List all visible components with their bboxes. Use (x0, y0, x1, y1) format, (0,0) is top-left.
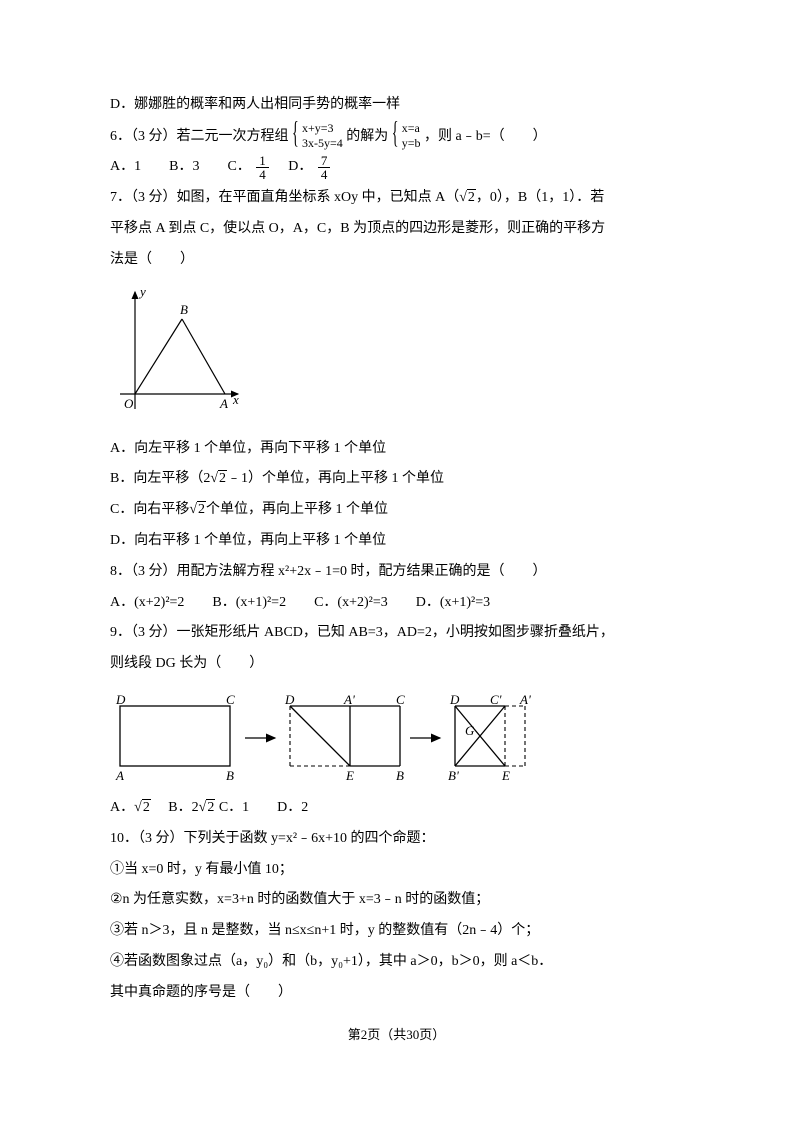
q9-options: A．√2 B．2√2 C．1 D．2 (110, 793, 683, 824)
label-e2: E (345, 768, 354, 783)
q9-stem-line1: 9．（3 分）一张矩形纸片 ABCD，已知 AB=3，AD=2，小明按如图步骤折… (110, 618, 683, 649)
sqrt-icon: √2 (189, 501, 206, 517)
q6-opt-d-pre: D． (274, 159, 312, 174)
page-footer: 第2页（共30页） (110, 1009, 683, 1050)
q10-p4: ④若函数图象过点（a，y₀）和（b，y₀+1），其中 a＞0，b＞0，则 a＜b… (110, 947, 683, 978)
q7-stem-line2: 平移点 A 到点 C，使以点 O，A，C，B 为顶点的四边形是菱形，则正确的平移… (110, 214, 683, 245)
q7-option-c: C．向右平移√2个单位，再向上平移 1 个单位 (110, 495, 683, 526)
sqrt-val: 2 (218, 470, 227, 486)
q7-option-b: B．向左平移（2√2﹣1）个单位，再向上平移 1 个单位 (110, 464, 683, 495)
q6-stem: 6．（3 分）若二元一次方程组 x+y=3 3x-5y=4 的解为 x=a y=… (110, 121, 683, 153)
q9-figure: D C A B D A' C E B (110, 688, 683, 783)
label-o: O (124, 396, 134, 411)
label-b2: B (396, 768, 404, 783)
label-b1: B (226, 768, 234, 783)
q7-b-2: ﹣1）个单位，再向上平移 1 个单位 (227, 471, 444, 486)
r2-diag (290, 706, 350, 766)
q6-sys2-eq2: y=b (402, 136, 421, 152)
q10-p5: 其中真命题的序号是（ ） (110, 978, 683, 1009)
q6-options: A．1 B．3 C． 1 4 D． 7 4 (110, 152, 683, 183)
q8-options: A．(x+2)²=2 B．(x+1)²=2 C．(x+2)²=3 D．(x+1)… (110, 588, 683, 619)
label-d1: D (115, 692, 126, 707)
q7-b-1: B．向左平移（2 (110, 471, 210, 486)
sqrt-val: 2 (467, 189, 476, 205)
frac-den: 4 (256, 168, 269, 181)
q9-opt-b-pre: B． (154, 800, 191, 815)
q9-figure-svg: D C A B D A' C E B (110, 688, 540, 783)
sqrt-val: 2 (142, 799, 151, 815)
q10-p1: ①当 x=0 时，y 有最小值 10； (110, 855, 683, 886)
sqrt-val: 2 (206, 799, 215, 815)
sqrt-icon: √2 (199, 799, 216, 815)
label-cp: C' (490, 692, 502, 707)
q6-sys1-eq2: 3x-5y=4 (302, 136, 343, 152)
sqrt-icon: √2 (210, 470, 227, 486)
q6-system-2: x=a y=b (392, 121, 421, 152)
label-ap3: A' (519, 692, 531, 707)
q6-text-2: 的解为 (346, 129, 388, 144)
sqrt-val: 2 (197, 501, 206, 517)
q7-text-1: 7．（3 分）如图，在平面直角坐标系 xOy 中，已知点 A（ (110, 190, 459, 205)
frac-den: 4 (318, 168, 331, 181)
q7-option-a: A．向左平移 1 个单位，再向下平移 1 个单位 (110, 434, 683, 465)
q7-stem-line1: 7．（3 分）如图，在平面直角坐标系 xOy 中，已知点 A（√2，0），B（1… (110, 183, 683, 214)
label-bp: B' (448, 768, 459, 783)
label-ap: A' (343, 692, 355, 707)
label-g: G (465, 723, 475, 738)
q10-stem: 10．（3 分）下列关于函数 y=x²﹣6x+10 的四个命题： (110, 824, 683, 855)
label-a: A (219, 396, 228, 411)
q6-sys2-eq1: x=a (402, 121, 421, 137)
label-e3: E (501, 768, 510, 783)
label-d3: D (449, 692, 460, 707)
q7-stem-line3: 法是（ ） (110, 245, 683, 276)
q6-text-3: ，则 a﹣b=（ ） (424, 129, 547, 144)
label-c1: C (226, 692, 235, 707)
q6-system-1: x+y=3 3x-5y=4 (292, 121, 343, 152)
q10-p3: ③若 n＞3，且 n 是整数，当 n≤x≤n+1 时，y 的整数值有（2n﹣4）… (110, 916, 683, 947)
frac-num: 7 (318, 154, 331, 168)
q7-c-2: 个单位，再向上平移 1 个单位 (206, 502, 388, 517)
rect-1 (120, 706, 230, 766)
sqrt-icon: √2 (459, 189, 476, 205)
q6-opt-d-frac: 7 4 (318, 154, 331, 181)
q6-opt-ab: A．1 B．3 C． (110, 159, 251, 174)
label-y: y (138, 284, 146, 299)
q7-option-d: D．向右平移 1 个单位，再向上平移 1 个单位 (110, 526, 683, 557)
q9-opt-b-coef: 2 (192, 800, 199, 815)
q9-opt-cd: C．1 D．2 (219, 800, 308, 815)
q6-sys1-eq1: x+y=3 (302, 121, 343, 137)
exam-page: D．娜娜胜的概率和两人出相同手势的概率一样 6．（3 分）若二元一次方程组 x+… (0, 0, 793, 1089)
frac-num: 1 (256, 154, 269, 168)
label-d2: D (284, 692, 295, 707)
sqrt-icon: √2 (134, 799, 151, 815)
q7-graph: O A x y B (110, 284, 683, 424)
q7-c-1: C．向右平移 (110, 502, 189, 517)
q6-text-1: 6．（3 分）若二元一次方程组 (110, 129, 289, 144)
label-x: x (232, 392, 239, 407)
q9-stem-line2: 则线段 DG 长为（ ） (110, 649, 683, 680)
q9-opt-a-pre: A． (110, 800, 134, 815)
line-ba (182, 319, 225, 394)
label-a1: A (115, 768, 124, 783)
label-b: B (180, 302, 188, 317)
line-ob (135, 319, 182, 394)
q7-graph-svg: O A x y B (110, 284, 245, 424)
q8-stem: 8．（3 分）用配方法解方程 x²+2x﹣1=0 时，配方结果正确的是（ ） (110, 557, 683, 588)
q7-text-2: ，0），B（1，1）．若 (476, 190, 604, 205)
label-c2: C (396, 692, 405, 707)
q10-p2: ②n 为任意实数，x=3+n 时的函数值大于 x=3﹣n 时的函数值； (110, 885, 683, 916)
q6-opt-c-frac: 1 4 (256, 154, 269, 181)
